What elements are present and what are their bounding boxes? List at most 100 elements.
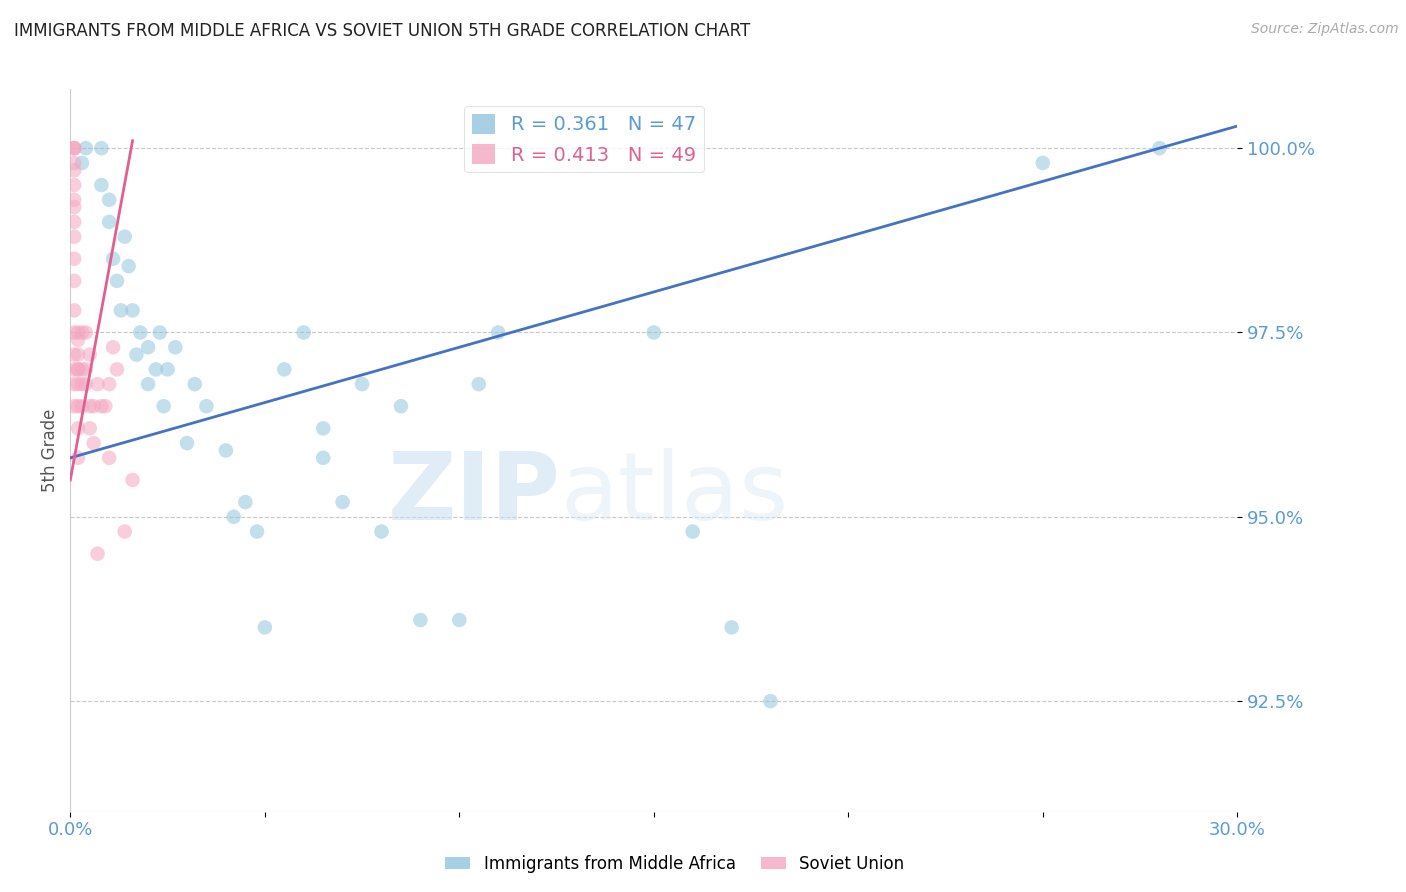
Point [136, 340, 159, 354]
Point [75, 362, 97, 376]
Point [63, 215, 86, 229]
Point [643, 326, 665, 340]
Point [759, 694, 782, 708]
Point [70, 362, 93, 376]
Point [129, 326, 152, 340]
Point [67, 333, 90, 347]
Point [467, 377, 491, 392]
Point [101, 340, 124, 354]
Point [63, 141, 86, 155]
Legend: R = 0.361   N = 47, R = 0.413   N = 49: R = 0.361 N = 47, R = 0.413 N = 49 [464, 106, 703, 172]
Point [105, 362, 128, 376]
Point [63, 163, 86, 178]
Legend: Immigrants from Middle Africa, Soviet Union: Immigrants from Middle Africa, Soviet Un… [439, 848, 911, 880]
Point [682, 524, 704, 539]
Point [98, 450, 121, 465]
Point [63, 156, 86, 170]
Text: atlas: atlas [561, 448, 789, 540]
Point [1149, 141, 1171, 155]
Point [332, 495, 354, 509]
Point [165, 340, 187, 354]
Point [195, 399, 218, 413]
Point [101, 252, 124, 266]
Point [222, 509, 245, 524]
Point [67, 421, 90, 435]
Point [720, 620, 742, 634]
Point [233, 495, 256, 509]
Point [67, 399, 90, 413]
Point [90, 141, 112, 155]
Point [79, 399, 101, 413]
Point [67, 450, 90, 465]
Point [94, 399, 117, 413]
Point [63, 377, 86, 392]
Point [63, 141, 86, 155]
Point [63, 362, 86, 376]
Point [110, 303, 132, 318]
Point [105, 274, 128, 288]
Point [409, 613, 432, 627]
Point [63, 274, 86, 288]
Point [86, 377, 108, 392]
Point [253, 620, 276, 634]
Point [79, 348, 101, 362]
Point [149, 326, 172, 340]
Point [83, 436, 105, 450]
Point [67, 362, 90, 376]
Point [79, 421, 101, 435]
Point [63, 399, 86, 413]
Point [121, 303, 143, 318]
Point [63, 326, 86, 340]
Point [370, 524, 392, 539]
Point [67, 348, 90, 362]
Point [352, 377, 374, 392]
Point [63, 200, 86, 214]
Point [70, 377, 93, 392]
Point [98, 215, 121, 229]
Point [90, 399, 112, 413]
Point [83, 399, 105, 413]
Point [118, 259, 141, 273]
Text: ZIP: ZIP [388, 448, 561, 540]
Point [86, 547, 108, 561]
Point [389, 399, 412, 413]
Point [63, 229, 86, 244]
Y-axis label: 5th Grade: 5th Grade [41, 409, 59, 492]
Text: IMMIGRANTS FROM MIDDLE AFRICA VS SOVIET UNION 5TH GRADE CORRELATION CHART: IMMIGRANTS FROM MIDDLE AFRICA VS SOVIET … [14, 22, 751, 40]
Point [152, 399, 174, 413]
Point [98, 193, 121, 207]
Point [273, 362, 295, 376]
Point [75, 326, 97, 340]
Point [125, 348, 148, 362]
Point [70, 156, 93, 170]
Point [215, 443, 238, 458]
Point [176, 436, 198, 450]
Point [292, 326, 315, 340]
Point [63, 178, 86, 192]
Point [63, 348, 86, 362]
Point [90, 178, 112, 192]
Point [67, 362, 90, 376]
Point [114, 524, 136, 539]
Point [63, 303, 86, 318]
Point [145, 362, 167, 376]
Point [486, 326, 509, 340]
Point [1032, 156, 1054, 170]
Text: Source: ZipAtlas.com: Source: ZipAtlas.com [1251, 22, 1399, 37]
Point [121, 473, 143, 487]
Point [136, 377, 159, 392]
Point [449, 613, 471, 627]
Point [70, 326, 93, 340]
Point [67, 377, 90, 392]
Point [70, 399, 93, 413]
Point [312, 450, 335, 465]
Point [63, 193, 86, 207]
Point [246, 524, 269, 539]
Point [114, 229, 136, 244]
Point [75, 141, 97, 155]
Point [156, 362, 179, 376]
Point [63, 141, 86, 155]
Point [312, 421, 335, 435]
Point [75, 377, 97, 392]
Point [67, 326, 90, 340]
